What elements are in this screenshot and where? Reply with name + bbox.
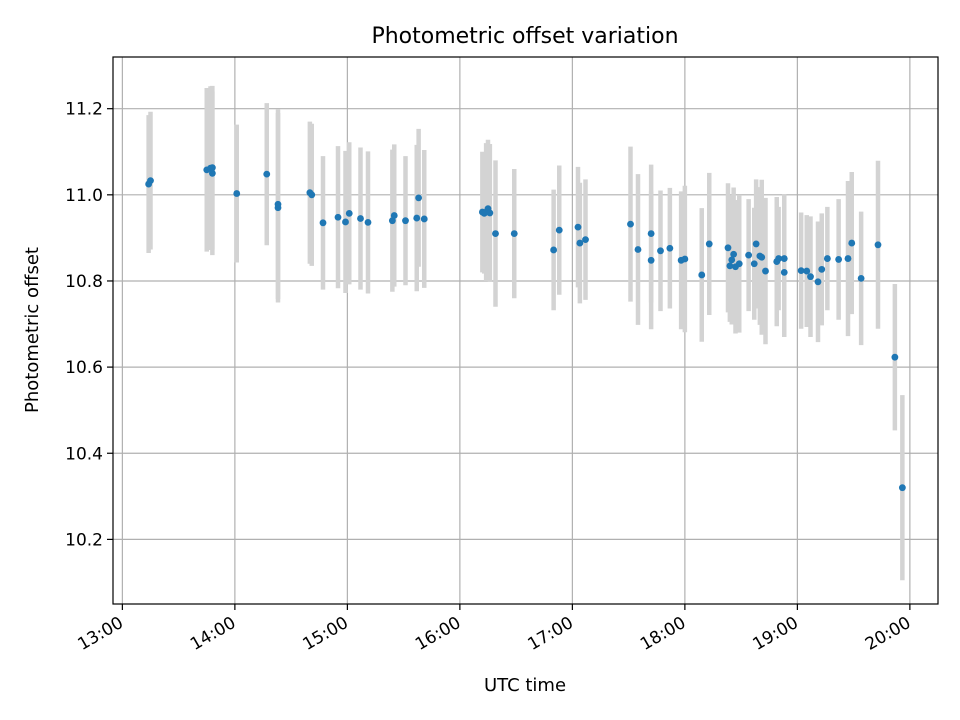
data-point	[647, 230, 655, 237]
data-point	[728, 256, 736, 264]
data-point	[891, 353, 899, 361]
data-point	[681, 255, 689, 263]
data-point	[274, 200, 282, 208]
data-point	[413, 214, 421, 222]
data-point	[342, 218, 349, 226]
y-tick-label: 10.6	[65, 358, 103, 378]
data-point	[814, 278, 822, 286]
data-point	[576, 239, 584, 247]
data-point	[647, 256, 655, 264]
data-point	[420, 215, 428, 223]
data-point	[263, 170, 271, 178]
data-point	[208, 164, 216, 172]
data-point	[319, 219, 327, 227]
plot-frame	[112, 56, 939, 605]
y-axis-label: Photometric offset	[22, 247, 43, 413]
data-point	[233, 190, 241, 197]
data-point	[780, 268, 788, 276]
data-point	[308, 191, 316, 199]
data-point	[750, 260, 758, 268]
data-point	[848, 239, 856, 247]
data-point	[762, 267, 769, 275]
data-point	[574, 223, 582, 231]
data-point	[835, 256, 843, 263]
data-point	[705, 240, 713, 248]
data-point	[147, 177, 154, 185]
data-point	[388, 217, 396, 225]
y-tick-label: 10.8	[65, 272, 103, 292]
data-point	[745, 251, 753, 259]
y-tick-label: 11.0	[65, 186, 103, 206]
y-tick-label: 10.2	[65, 530, 103, 550]
data-point	[357, 215, 364, 222]
data-point	[208, 169, 216, 177]
data-point	[752, 240, 760, 248]
data-point	[486, 209, 494, 217]
data-point	[666, 244, 674, 252]
data-point	[364, 218, 372, 226]
data-point	[634, 246, 642, 253]
x-axis-label: UTC time	[484, 675, 566, 696]
data-point	[844, 255, 852, 262]
data-point	[724, 244, 732, 252]
data-point	[780, 255, 788, 262]
data-point	[857, 274, 865, 282]
point-layer	[145, 164, 906, 492]
y-tick-label: 10.4	[65, 444, 103, 464]
data-point	[874, 241, 882, 249]
data-point	[726, 262, 734, 270]
data-point	[775, 255, 783, 262]
data-point	[402, 217, 409, 225]
data-point	[334, 213, 342, 221]
data-point	[510, 230, 518, 237]
data-point	[803, 267, 811, 275]
data-point	[735, 260, 743, 268]
data-point	[555, 226, 563, 234]
data-point	[627, 220, 634, 228]
chart-title: Photometric offset variation	[371, 24, 678, 49]
data-point	[807, 273, 814, 281]
data-point	[582, 236, 589, 244]
data-point	[698, 271, 706, 279]
data-point	[415, 194, 423, 202]
data-point	[492, 230, 499, 237]
data-point	[758, 253, 766, 261]
data-point	[550, 246, 558, 254]
data-point	[730, 250, 738, 258]
data-point	[898, 484, 906, 492]
data-point	[390, 212, 398, 219]
data-point	[823, 255, 831, 262]
data-point	[818, 265, 826, 273]
y-axis-ticks: 10.2 10.4 10.6 10.8 11.0 11.2	[65, 100, 113, 550]
data-point	[657, 247, 664, 255]
y-tick-label: 11.2	[65, 100, 103, 120]
data-point	[797, 267, 805, 275]
data-point	[345, 209, 353, 217]
